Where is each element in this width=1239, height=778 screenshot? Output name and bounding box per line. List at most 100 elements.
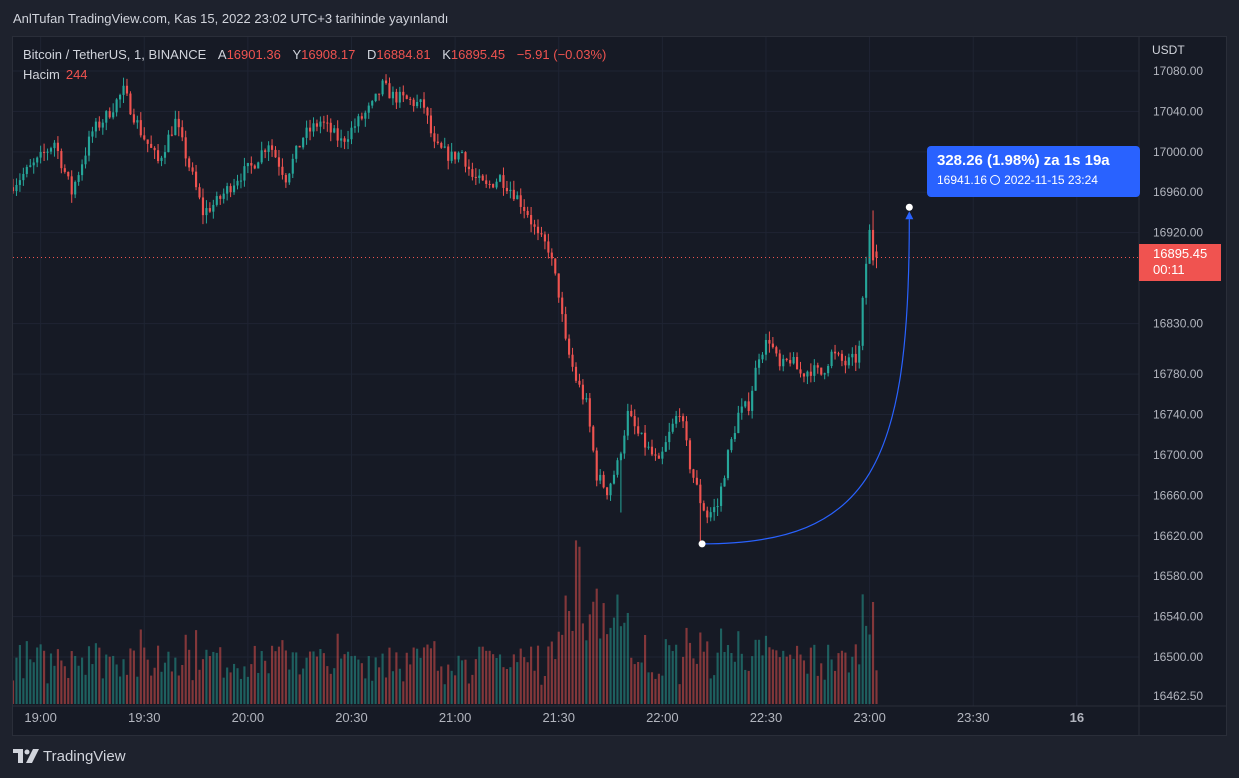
volume-bar xyxy=(36,647,39,704)
candle-body xyxy=(592,426,595,451)
volume-bar xyxy=(581,623,584,704)
volume-bar xyxy=(416,648,419,704)
volume-bar xyxy=(764,635,768,704)
time-tick-label: 21:00 xyxy=(439,710,472,725)
volume-bar xyxy=(270,645,274,704)
candle-body xyxy=(132,114,135,123)
candle-body xyxy=(682,416,685,422)
candle-body xyxy=(685,421,688,441)
candle-body xyxy=(764,339,768,355)
chart-pane[interactable]: 17080.00 17040.00 17000.00 16960.00 16920.00… xyxy=(12,36,1227,736)
candle-body xyxy=(526,210,529,216)
volume-bar xyxy=(744,669,747,704)
volume-bar xyxy=(340,658,343,704)
measure-target-price: 16941.16 xyxy=(937,173,988,187)
high-value: 16908.17 xyxy=(301,47,356,62)
candlestick-chart[interactable]: 17080.00 17040.00 17000.00 16960.00 16920.00… xyxy=(13,37,1227,736)
candle-body xyxy=(771,343,774,348)
time-tick-label: 22:00 xyxy=(646,710,679,725)
candle-body xyxy=(602,474,605,488)
candle-body xyxy=(295,145,298,159)
candle-body xyxy=(139,120,142,136)
candle-body xyxy=(692,469,695,478)
candle-body xyxy=(433,133,436,142)
volume-bar xyxy=(602,603,605,704)
volume-bar xyxy=(671,651,674,704)
candle-body xyxy=(336,128,339,141)
high-label: Y xyxy=(292,47,302,62)
time-tick-label: 19:00 xyxy=(24,710,57,725)
candle-body xyxy=(426,107,429,116)
candle-body xyxy=(709,512,712,518)
volume-bar xyxy=(657,673,660,704)
ohlc-row: Bitcoin / TetherUS, 1, BINANCE A16901.36… xyxy=(23,45,606,65)
volume-bar xyxy=(232,663,236,704)
candle-body xyxy=(340,138,343,141)
price-tick-label: 17040.00 xyxy=(1153,104,1203,118)
volume-bar xyxy=(692,658,695,704)
volume-bar xyxy=(612,617,616,704)
volume-bar xyxy=(319,649,322,704)
volume-bar xyxy=(789,654,792,704)
candle-body xyxy=(702,503,705,511)
volume-bar xyxy=(215,652,218,704)
candle-body xyxy=(488,183,491,185)
candle-body xyxy=(201,197,205,216)
volume-bar xyxy=(281,640,284,704)
volume-bar xyxy=(723,651,726,704)
candle-body xyxy=(633,416,636,427)
volume-bar xyxy=(571,630,574,704)
volume-bar xyxy=(326,666,329,704)
candle-body xyxy=(464,152,467,167)
candle-body xyxy=(830,351,833,367)
volume-bar xyxy=(226,667,229,704)
candle-body xyxy=(391,91,395,99)
symbol-name[interactable]: Bitcoin / TetherUS, 1, BINANCE xyxy=(23,47,207,62)
current-price-value: 16895.45 xyxy=(1153,246,1208,261)
volume-bar xyxy=(827,644,830,704)
volume-bar xyxy=(274,651,277,704)
measure-label[interactable]: 328.26 (1.98%) za 1s 19a 16941.16 2022-11… xyxy=(927,146,1140,197)
candle-body xyxy=(53,142,56,149)
volume-bar xyxy=(644,634,647,704)
volume-bar xyxy=(450,670,453,704)
candle-body xyxy=(125,85,129,94)
candle-body xyxy=(668,431,671,443)
candle-body xyxy=(112,112,115,118)
candle-body xyxy=(364,112,367,119)
volume-bar xyxy=(25,641,28,704)
volume-bar xyxy=(350,656,353,704)
candle-body xyxy=(357,116,360,127)
volume-bar xyxy=(578,546,581,704)
candle-body xyxy=(153,147,156,151)
candle-body xyxy=(239,180,243,182)
volume-bar xyxy=(312,651,315,704)
candle-body xyxy=(509,189,512,192)
candle-body xyxy=(115,99,118,113)
volume-bar xyxy=(440,666,443,704)
candle-body xyxy=(778,353,781,367)
volume-bar xyxy=(122,659,125,704)
candle-body xyxy=(664,442,667,452)
volume-bar xyxy=(436,670,439,704)
volume-bar xyxy=(719,628,723,704)
volume-label[interactable]: Hacim xyxy=(23,67,60,82)
footer-brand[interactable]: TradingView xyxy=(13,746,126,766)
currency-label[interactable]: USDT xyxy=(1152,43,1185,57)
candle-body xyxy=(827,366,830,374)
candle-body xyxy=(719,486,723,506)
volume-bar xyxy=(478,646,481,704)
volume-bar xyxy=(119,676,122,704)
candle-body xyxy=(833,351,837,354)
volume-bar xyxy=(153,667,156,704)
volume-bar xyxy=(302,668,305,704)
candle-body xyxy=(809,371,812,376)
price-tick-label: 16500.00 xyxy=(1153,650,1203,664)
volume-bar xyxy=(388,647,391,704)
volume-bar xyxy=(222,677,225,704)
volume-bar xyxy=(15,657,18,704)
volume-bar xyxy=(457,655,460,704)
volume-bar xyxy=(264,660,267,704)
candle-body xyxy=(188,158,191,168)
volume-bar xyxy=(336,633,339,704)
